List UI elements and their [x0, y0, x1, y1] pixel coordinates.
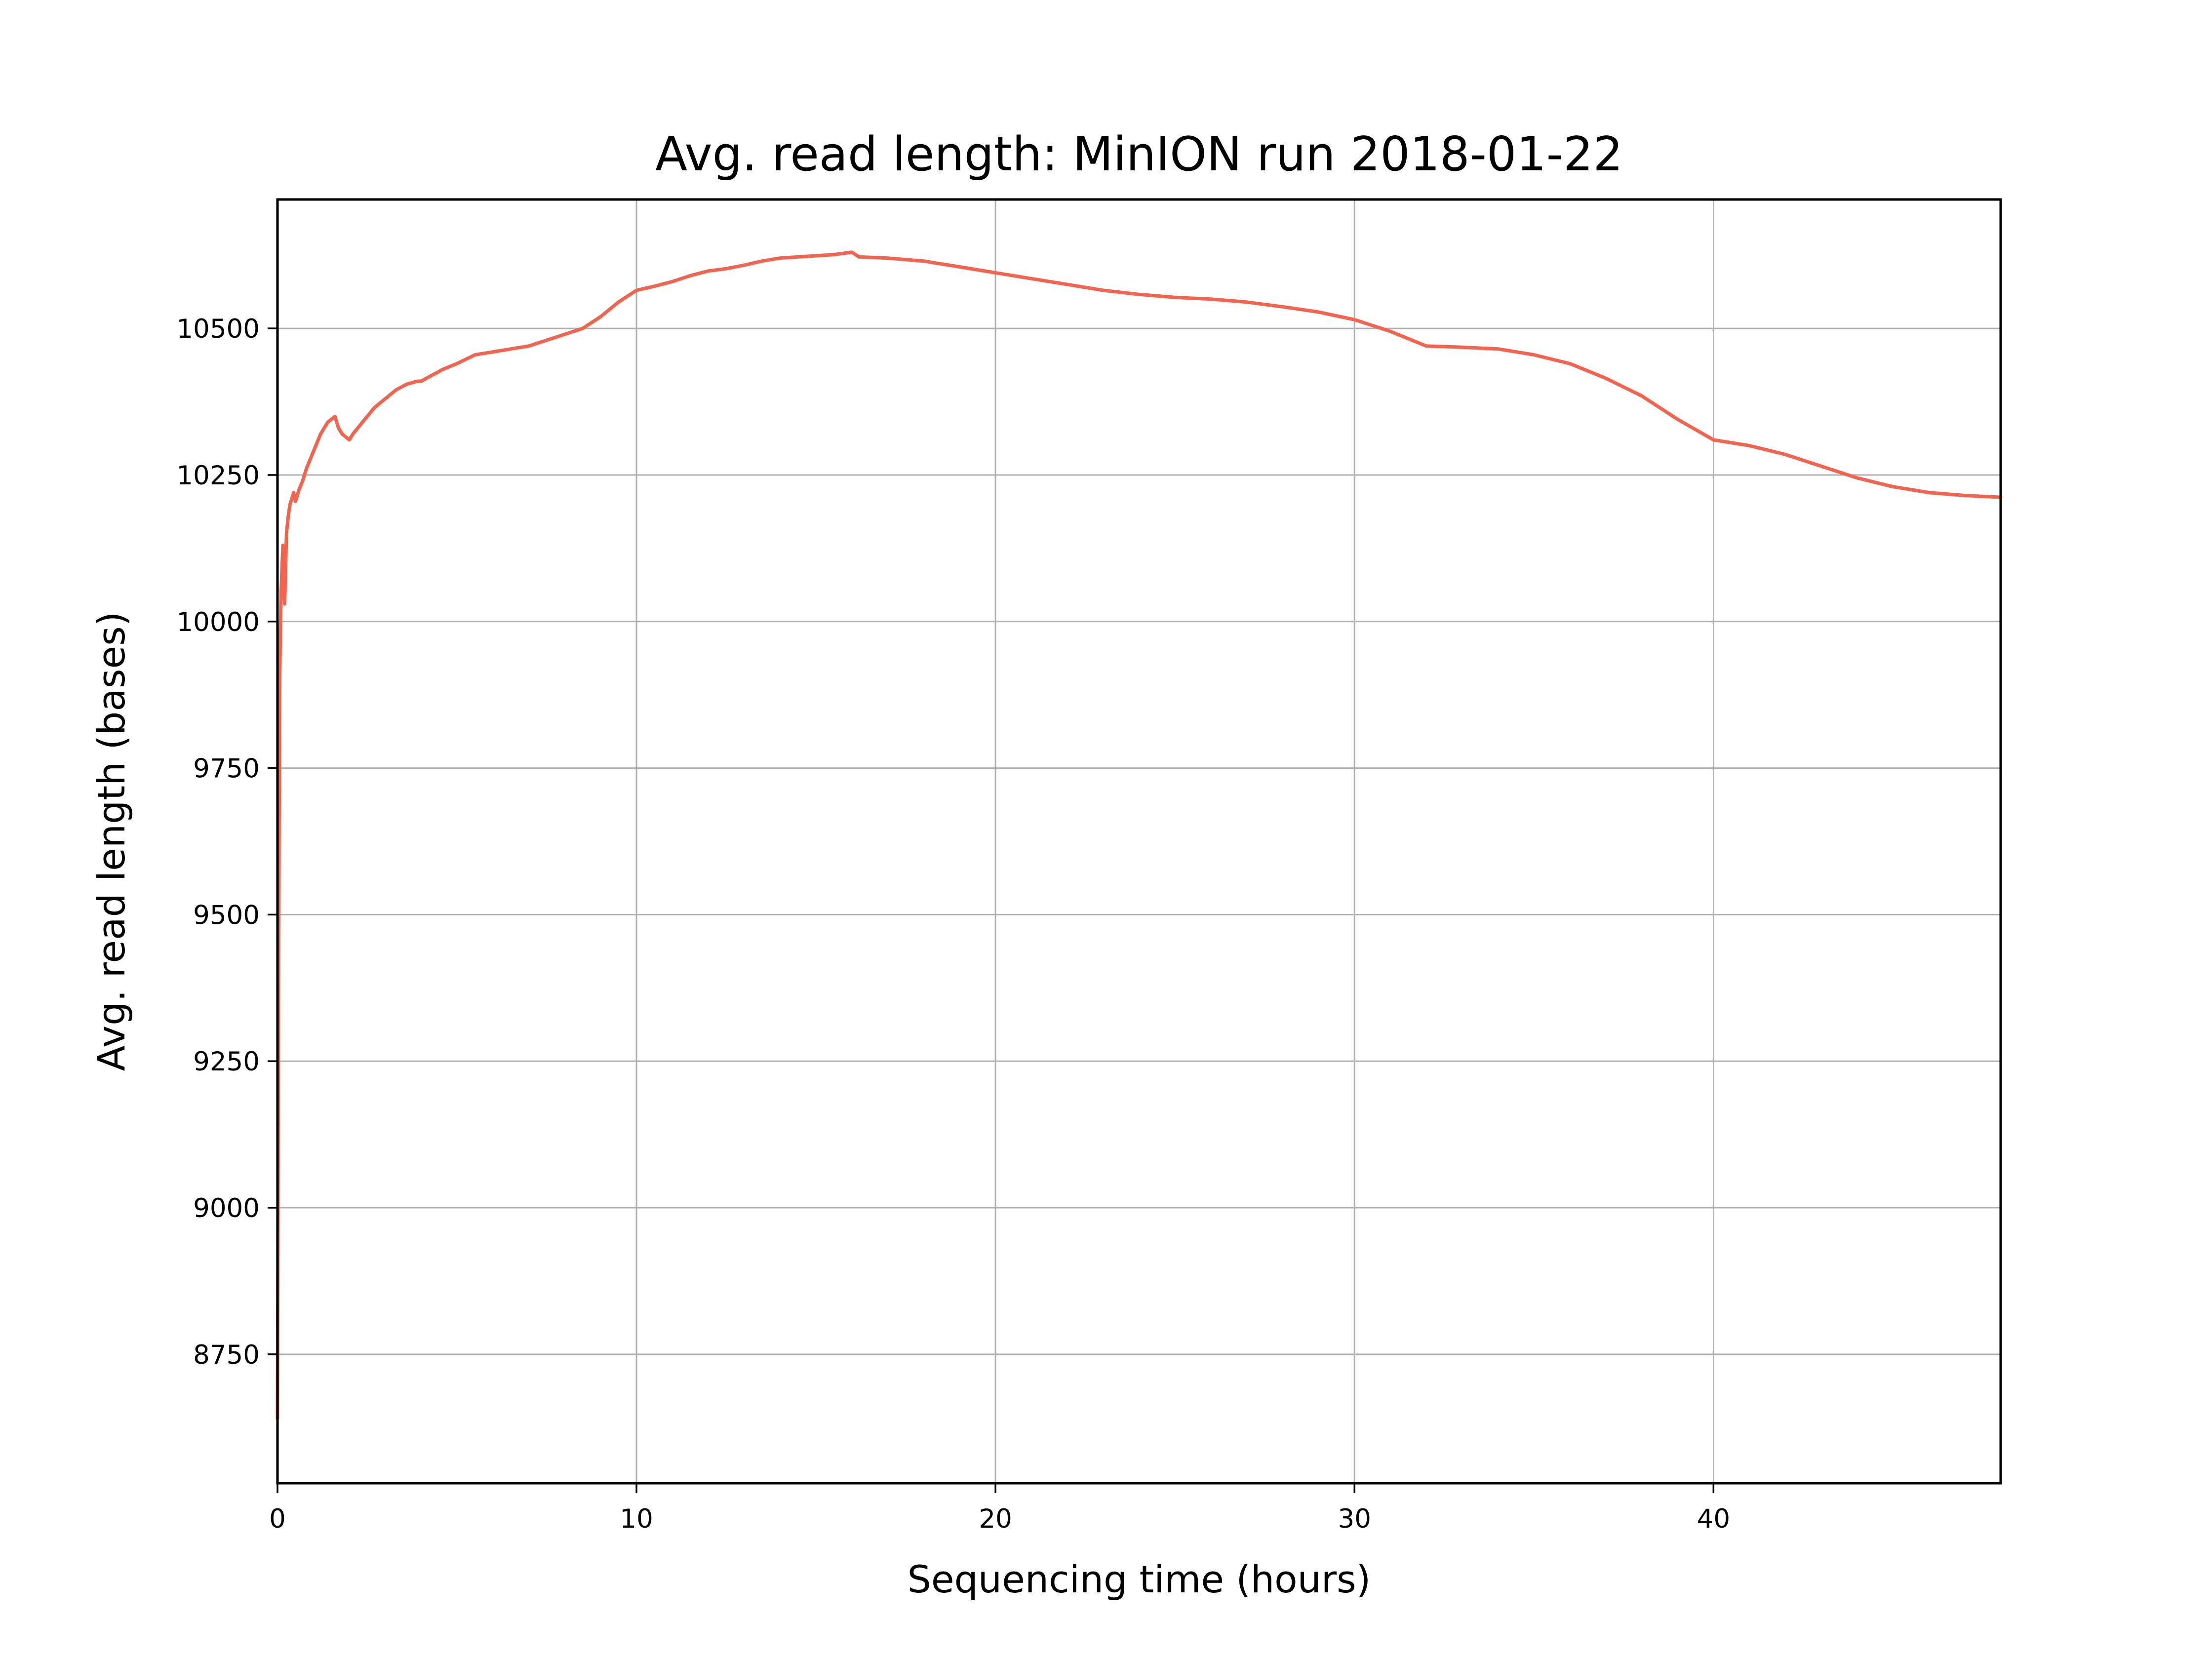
x-tick-label: 30	[1338, 1504, 1371, 1534]
x-axis-label: Sequencing time (hours)	[908, 1557, 1371, 1601]
y-axis-label: Avg. read length (bases)	[89, 612, 133, 1071]
x-tick-label: 20	[979, 1504, 1012, 1534]
y-tick-label: 10000	[176, 607, 260, 637]
y-tick-label: 9000	[193, 1193, 260, 1224]
x-tick-label: 0	[269, 1504, 286, 1534]
chart-title: Avg. read length: MinION run 2018-01-22	[655, 127, 1623, 182]
x-tick-label: 10	[620, 1504, 653, 1534]
plot-area-frame	[276, 198, 2002, 1485]
y-tick-label: 10250	[176, 461, 260, 491]
x-tick-label: 40	[1697, 1504, 1730, 1534]
series-layer	[276, 250, 2003, 1421]
series-line-0	[276, 250, 2003, 1421]
y-tick-label: 9250	[193, 1047, 260, 1077]
axis-ticks: 0 10 20 30 40 8750 9000 9250 9500 9750 10000 10250 1…	[176, 314, 1730, 1534]
y-tick-label: 10500	[176, 314, 260, 344]
y-tick-label: 9500	[193, 900, 260, 930]
y-tick-label: 9750	[193, 754, 260, 784]
grid-lines	[276, 199, 2001, 1483]
y-tick-label: 8750	[193, 1340, 260, 1370]
